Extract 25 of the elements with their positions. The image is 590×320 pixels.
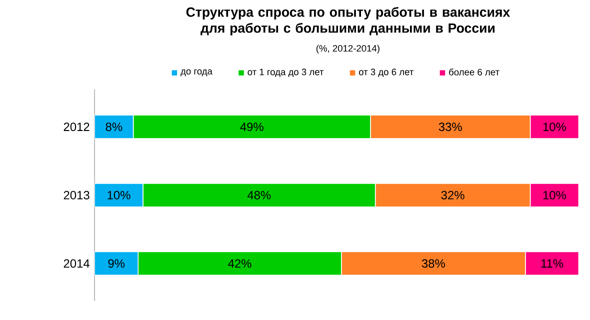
chart-subtitle: (%, 2012-2014)	[316, 44, 380, 54]
chart-title: Структура спроса по опыту работы в вакансиях для работы с большими данными в России	[186, 6, 510, 36]
data-label: 11%	[541, 259, 564, 268]
data-label: 10%	[543, 122, 566, 132]
y-tick-label: 2014	[64, 259, 90, 268]
data-label: 8%	[106, 122, 122, 132]
legend-label: до года	[180, 69, 212, 76]
legend-label: более 6 лет	[449, 68, 500, 76]
y-tick-label: 2012	[64, 122, 90, 132]
bar	[530, 114, 579, 139]
bar	[530, 183, 579, 208]
bar	[525, 251, 579, 276]
legend-label: от 3 до 6 лет	[359, 68, 414, 78]
legend-label: от 1 года до 3 лет	[248, 68, 324, 78]
data-label: 9%	[108, 259, 125, 268]
data-label: 48%	[247, 190, 271, 200]
data-label: 42%	[228, 259, 252, 268]
y-tick-label: 2013	[64, 190, 90, 200]
data-label: 10%	[543, 190, 566, 200]
data-label: 49%	[240, 122, 264, 132]
data-label: 38%	[422, 259, 445, 268]
data-label: 32%	[441, 190, 464, 200]
data-label: 33%	[438, 122, 462, 132]
bar	[94, 251, 139, 276]
data-label: 10%	[108, 190, 130, 200]
